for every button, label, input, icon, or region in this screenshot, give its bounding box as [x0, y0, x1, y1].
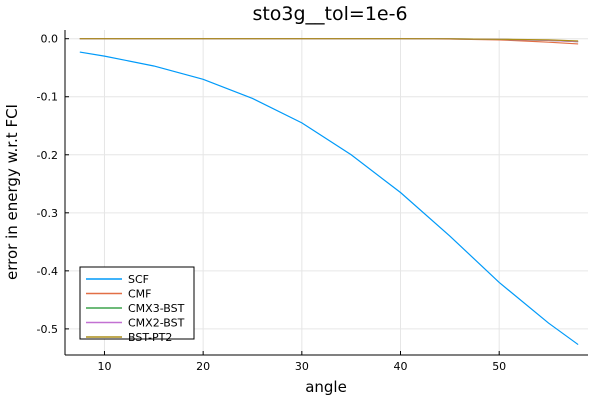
legend-label: CMX3-BST [128, 302, 185, 315]
x-tick-label: 50 [492, 360, 506, 373]
series-line-scf [79, 51, 579, 346]
legend-label: SCF [128, 273, 149, 286]
legend-item: CMX2-BST [86, 317, 185, 330]
y-tick-label: -0.2 [37, 149, 58, 162]
x-tick-label: 30 [295, 360, 309, 373]
legend-label: CMF [128, 288, 152, 301]
x-tick-label: 20 [196, 360, 210, 373]
y-tick-label: -0.4 [37, 265, 58, 278]
legend-item: SCF [86, 273, 149, 286]
y-tick-label: 0.0 [41, 33, 59, 46]
legend-label: CMX2-BST [128, 317, 185, 330]
y-tick-label: -0.3 [37, 207, 58, 220]
legend-item: CMF [86, 288, 152, 301]
legend-label: BST-PT2 [128, 331, 172, 344]
series-line-bst-pt2 [79, 38, 579, 42]
legend-item: BST-PT2 [86, 331, 172, 344]
y-axis-title: error in energy w.r.t FCI [3, 104, 21, 280]
tick-labels: 10 20 30 40 50 0.0 -0.1 -0.2 -0.3 -0.4 -0.5 [37, 33, 507, 373]
chart-title: sto3g__tol=1e-6 [252, 3, 407, 25]
y-tick-label: -0.1 [37, 91, 58, 104]
series-lines [79, 38, 579, 346]
x-axis-title: angle [305, 378, 347, 396]
x-tick-label: 10 [97, 360, 111, 373]
legend-item: CMX3-BST [86, 302, 185, 315]
axes [64, 30, 588, 356]
x-tick-label: 40 [394, 360, 408, 373]
y-tick-label: -0.5 [37, 323, 58, 336]
